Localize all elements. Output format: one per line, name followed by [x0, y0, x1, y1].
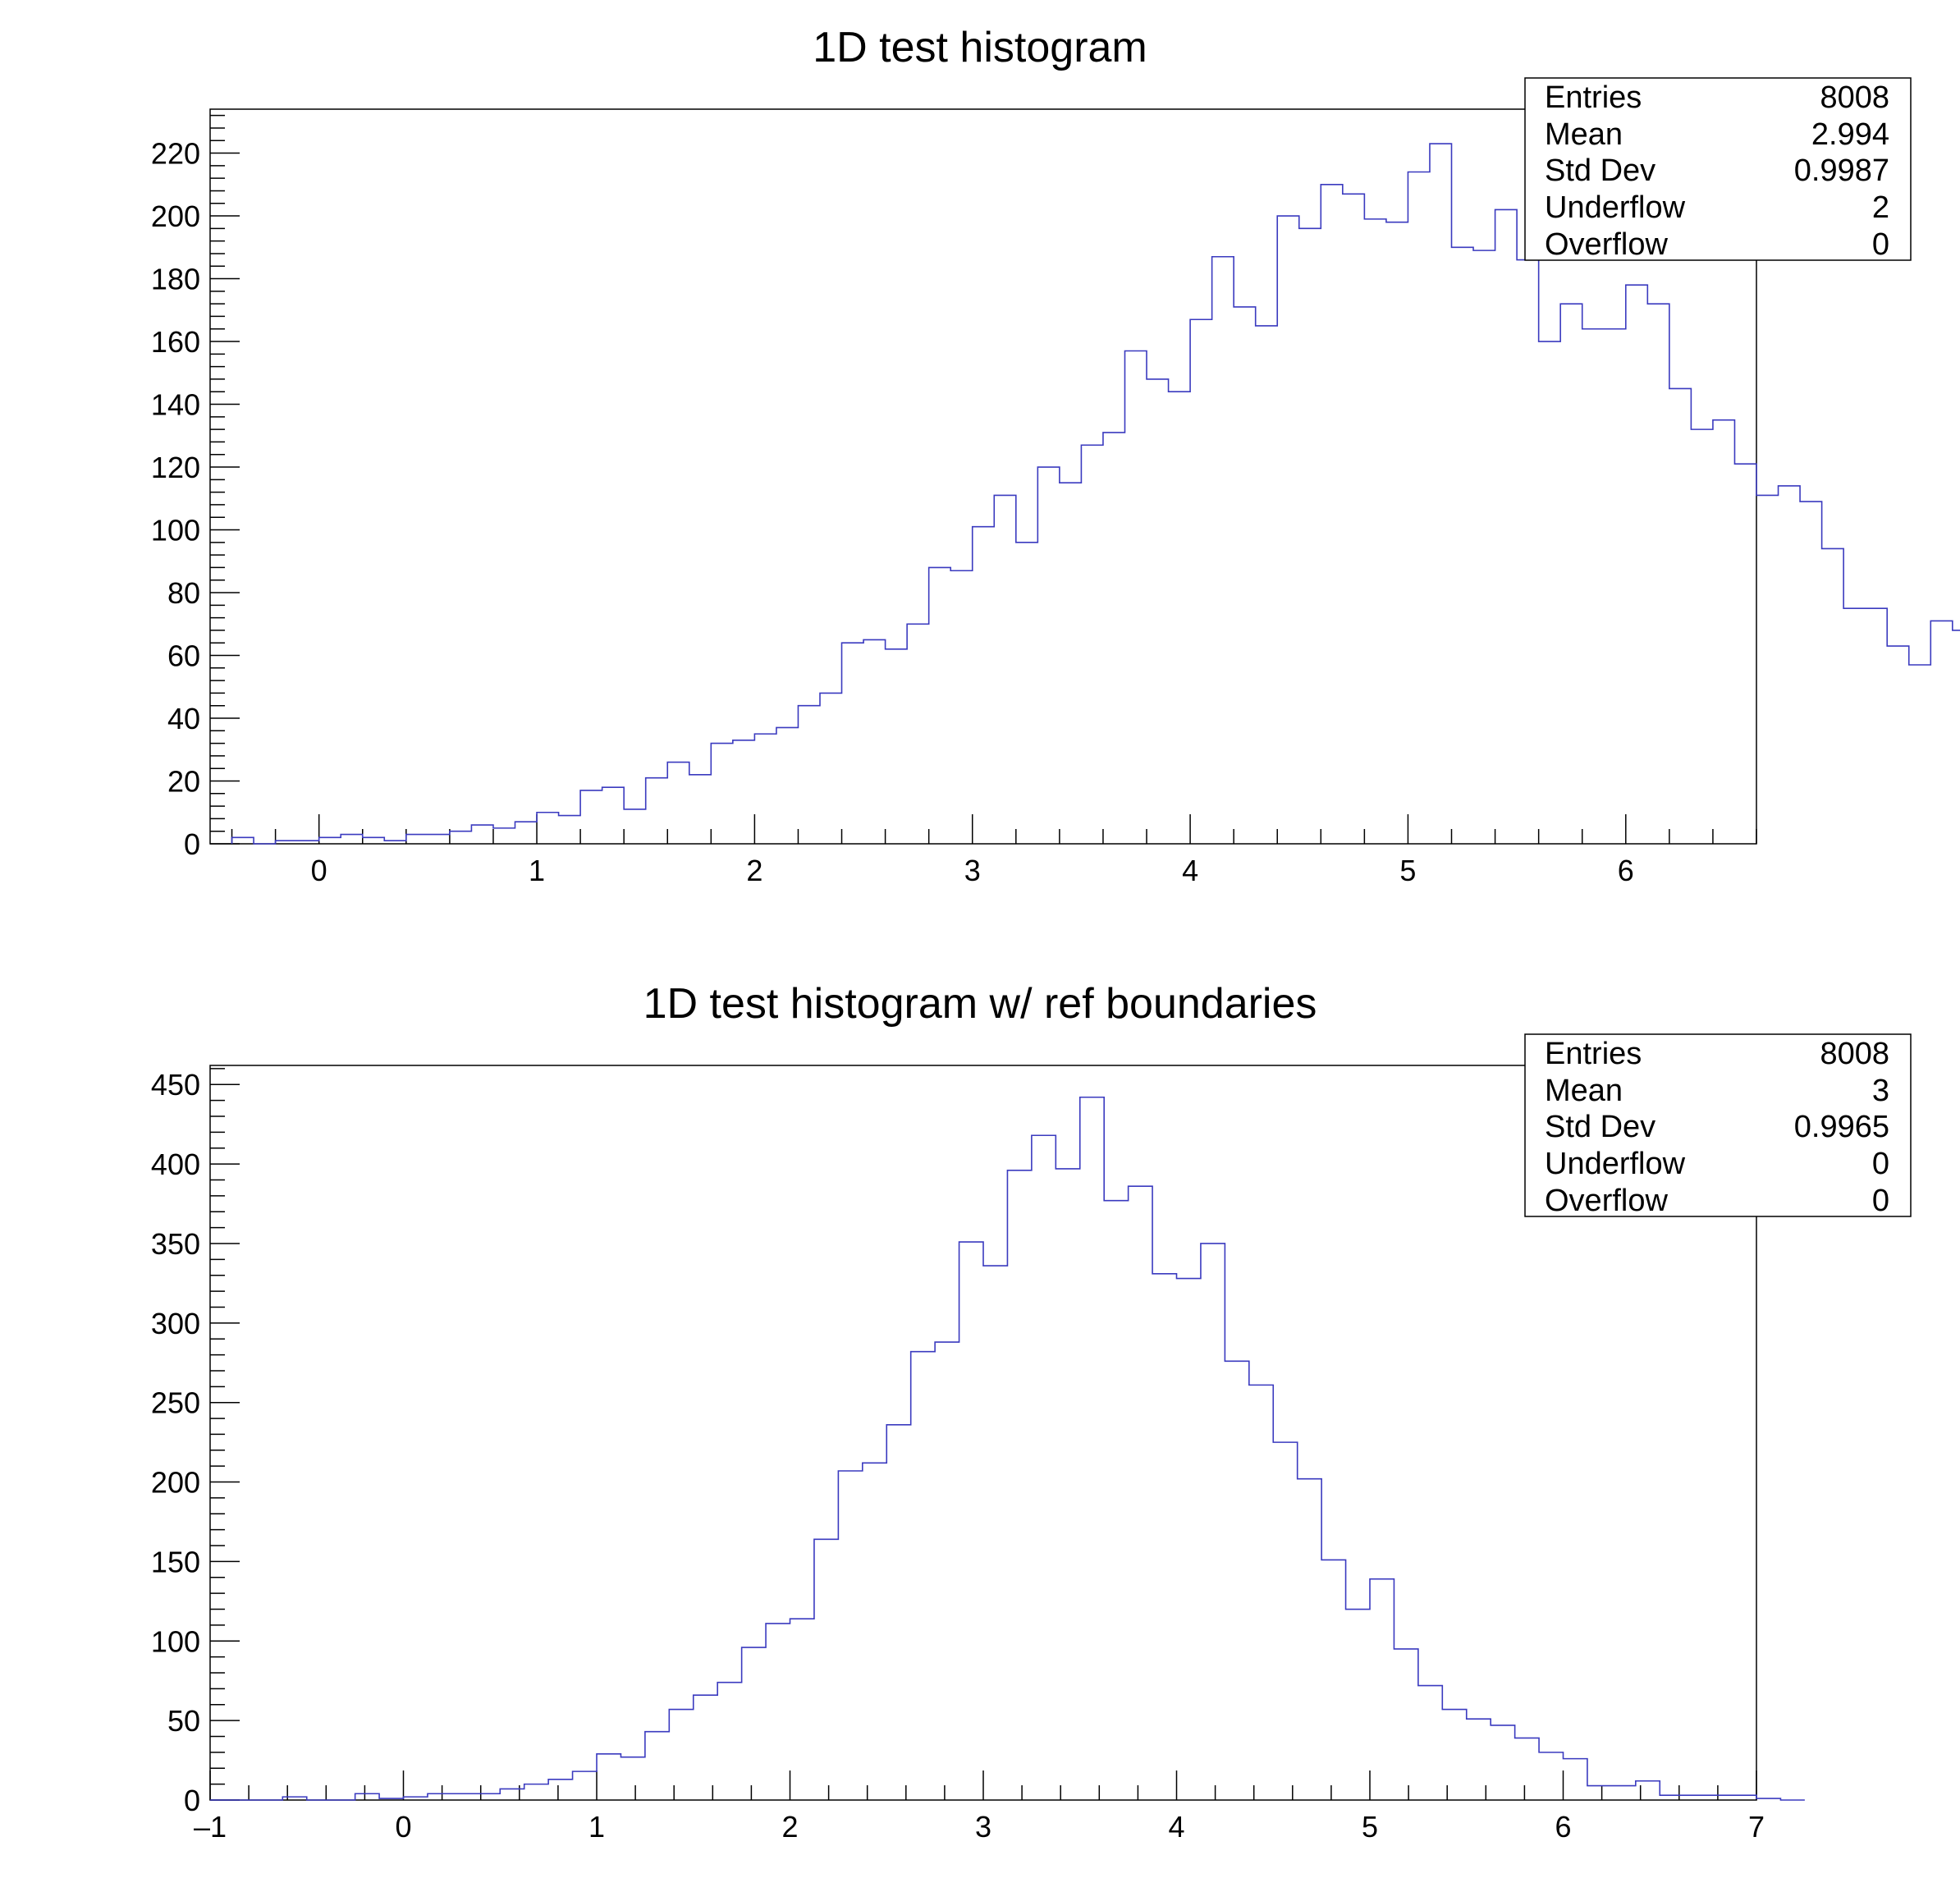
y-tick-label: 120	[151, 451, 200, 484]
top-stats-label-mean: Mean	[1545, 117, 1623, 152]
x-tick-label: 3	[975, 1810, 991, 1844]
x-tick-label: 0	[311, 854, 327, 887]
y-tick-label: 150	[151, 1545, 200, 1578]
bottom-histogram-line	[210, 1096, 1805, 1801]
top-y-axis: 0 20 40 60 80 100 120 140 160 180 200 220	[151, 114, 240, 861]
y-tick-label: 450	[151, 1068, 200, 1102]
x-tick-label: 6	[1618, 854, 1634, 887]
top-histogram-panel: 1D test histogram 0204060801001201401601…	[151, 24, 1960, 887]
y-tick-label: 300	[151, 1307, 200, 1340]
y-tick-label: 0	[184, 827, 200, 861]
y-tick-label: 140	[151, 388, 200, 422]
y-tick-label: 250	[151, 1386, 200, 1420]
y-tick-label: 350	[151, 1227, 200, 1261]
y-tick-label: 100	[151, 1624, 200, 1658]
x-tick-label: 7	[1748, 1810, 1765, 1844]
x-tick-label: 5	[1362, 1810, 1378, 1844]
x-tick-label: 6	[1555, 1810, 1571, 1844]
bottom-stats-value-underflow: 0	[1872, 1147, 1889, 1181]
bottom-stats-value-entries: 8008	[1820, 1037, 1889, 1071]
bottom-x-axis: –1 0 1 2 3 4 5 6 7	[194, 1770, 1765, 1844]
bottom-histogram-panel: 1D test histogram w/ ref boundaries 0501…	[151, 980, 1912, 1844]
bottom-y-axis: 0 50 100 150 200 250 300 350 400 450	[151, 1068, 240, 1817]
bottom-stats-value-overflow: 0	[1872, 1184, 1889, 1218]
top-stats-label-stddev: Std Dev	[1545, 153, 1655, 188]
x-tick-label: 0	[395, 1810, 411, 1844]
y-tick-label: 80	[167, 576, 200, 610]
bottom-stats-label-mean: Mean	[1545, 1074, 1623, 1108]
top-stats-value-underflow: 2	[1872, 190, 1889, 225]
top-histogram-title: 1D test histogram	[813, 24, 1147, 71]
top-stats-box: Entries 8008 Mean 2.994 Std Dev 0.9987 U…	[1524, 77, 1912, 262]
bottom-stats-label-overflow: Overflow	[1545, 1184, 1668, 1218]
x-tick-label: 2	[781, 1810, 798, 1844]
y-tick-label: 200	[151, 1466, 200, 1500]
top-histogram-line	[231, 143, 1960, 845]
y-tick-label: 50	[167, 1704, 200, 1738]
top-stats-value-mean: 2.994	[1811, 117, 1889, 152]
bottom-histogram-title: 1D test histogram w/ ref boundaries	[643, 980, 1317, 1028]
top-stats-label-overflow: Overflow	[1545, 227, 1668, 262]
bottom-stats-box: Entries 8008 Mean 3 Std Dev 0.9965 Under…	[1524, 1033, 1912, 1218]
y-tick-label: 40	[167, 702, 200, 735]
x-tick-label: 4	[1168, 1810, 1184, 1844]
x-tick-label: 4	[1182, 854, 1198, 887]
top-stats-value-entries: 8008	[1820, 80, 1889, 115]
top-x-axis: 0 1 2 3 4 5 6	[231, 814, 1757, 887]
x-tick-label: 1	[588, 1810, 605, 1844]
bottom-stats-value-stddev: 0.9965	[1794, 1110, 1889, 1144]
y-tick-label: 160	[151, 325, 200, 359]
y-tick-label: 200	[151, 199, 200, 233]
x-tick-label: 1	[529, 854, 545, 887]
y-tick-label: 400	[151, 1147, 200, 1181]
y-tick-label: 60	[167, 639, 200, 673]
top-stats-value-overflow: 0	[1872, 227, 1889, 262]
y-tick-label: 0	[184, 1784, 200, 1817]
y-tick-label: 20	[167, 765, 200, 799]
bottom-stats-label-underflow: Underflow	[1545, 1147, 1686, 1181]
y-tick-label: 220	[151, 137, 200, 171]
top-stats-label-entries: Entries	[1545, 80, 1642, 115]
bottom-stats-value-mean: 3	[1872, 1074, 1889, 1108]
x-tick-label: 2	[746, 854, 762, 887]
x-tick-label: 3	[964, 854, 981, 887]
x-tick-label: –1	[194, 1810, 227, 1844]
x-tick-label: 5	[1399, 854, 1416, 887]
bottom-stats-box-frame	[1524, 1033, 1912, 1217]
y-tick-label: 100	[151, 514, 200, 547]
bottom-stats-label-entries: Entries	[1545, 1037, 1642, 1071]
bottom-stats-label-stddev: Std Dev	[1545, 1110, 1655, 1144]
top-stats-value-stddev: 0.9987	[1794, 153, 1889, 188]
top-stats-box-frame	[1524, 77, 1912, 261]
y-tick-label: 180	[151, 263, 200, 296]
top-stats-label-underflow: Underflow	[1545, 190, 1686, 225]
